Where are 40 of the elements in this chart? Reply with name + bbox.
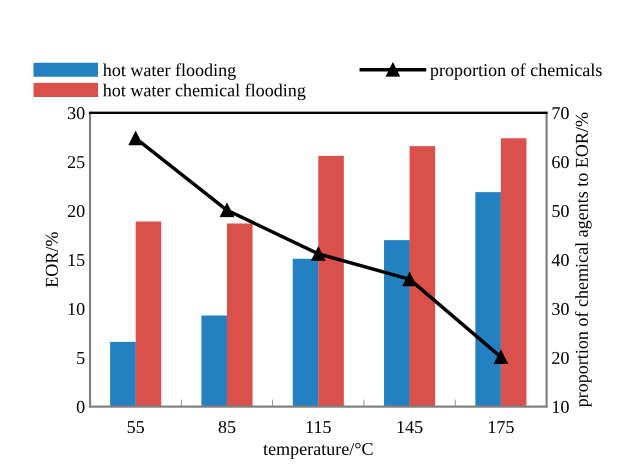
y2-tick-label: 20	[552, 352, 569, 364]
x-tick-label: 115	[306, 421, 331, 434]
y2-tick-label: 50	[552, 204, 569, 218]
y2-axis-title: proportion of chemical agents to EOR/%	[575, 112, 592, 408]
x-tick-label: 85	[218, 420, 236, 434]
bar	[318, 156, 344, 407]
x-tick-label: 145	[398, 421, 422, 434]
y-tick-label: 20	[68, 204, 84, 218]
bar	[136, 221, 162, 407]
x-tick-label: 175	[488, 421, 514, 434]
x-axis-title: temperature/°C	[263, 442, 373, 459]
bar	[384, 240, 410, 407]
point	[128, 131, 143, 146]
bar	[500, 138, 526, 407]
bar	[110, 342, 136, 407]
point	[220, 203, 234, 218]
point	[402, 272, 417, 286]
y2-tick-label: 10	[553, 400, 569, 413]
bar	[201, 315, 227, 407]
y-axis-title: EOR/%	[46, 232, 58, 288]
y-tick-label: 15	[68, 254, 84, 266]
bar	[475, 192, 501, 407]
y2-tick-label: 40	[552, 254, 569, 266]
legend-label: hot water chemical flooding	[102, 84, 306, 100]
x-tick-label: 55	[128, 421, 144, 434]
y-tick-label: 5	[77, 352, 84, 364]
point	[494, 350, 508, 364]
y-tick-label: 25	[68, 156, 84, 168]
bar	[292, 258, 318, 407]
legend-label: proportion of chemicals	[430, 63, 602, 80]
bar	[226, 223, 253, 407]
bar	[410, 146, 436, 407]
point	[311, 246, 326, 261]
legend-label: hot water flooding	[102, 63, 236, 80]
y2-tick-label: 60	[552, 156, 569, 168]
y2-tick-label: 30	[552, 302, 569, 316]
y-tick-label: 30	[68, 107, 84, 120]
y-tick-label: 10	[68, 302, 84, 316]
y-tick-label: 0	[76, 400, 84, 413]
y2-tick-label: 70	[552, 107, 569, 120]
